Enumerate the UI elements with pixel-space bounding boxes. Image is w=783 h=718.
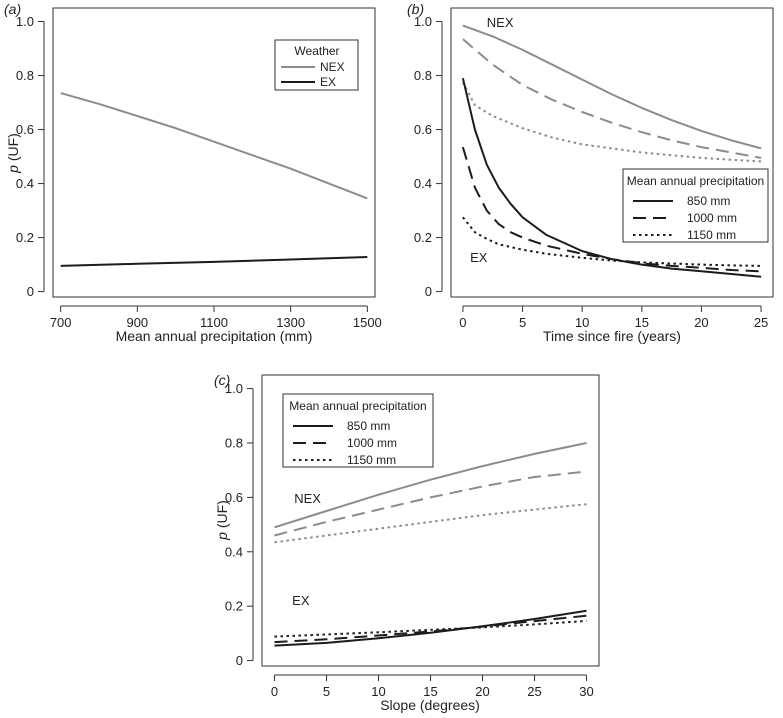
x-axis-title: Slope (degrees) xyxy=(380,697,480,713)
legend-title: Mean annual precipitation xyxy=(627,174,764,188)
panel-a: (a) 700 900 1100 1300 1500 0 0.2 0.4 0.6 0.8 1.0 Mea… xyxy=(4,1,382,344)
y-tick-label: 0.4 xyxy=(225,544,243,559)
legend-entry: 1000 mm xyxy=(347,436,397,450)
series-line-ex-1000-mm xyxy=(461,146,762,273)
legend: Mean annual precipitation 850 mm 1000 mm 11… xyxy=(282,393,434,468)
x-axis-title: Time since fire (years) xyxy=(543,328,681,344)
panel-label: (c) xyxy=(214,372,230,388)
x-axis-title: Mean annual precipitation (mm) xyxy=(116,328,313,344)
plot-frame xyxy=(261,374,600,667)
legend-title: Mean annual precipitation xyxy=(289,399,426,413)
x-tick-label: 20 xyxy=(475,684,489,699)
y-tick-label: 0.8 xyxy=(16,68,34,83)
legend-entry: 1000 mm xyxy=(687,211,737,225)
series-line-nex-1150-mm xyxy=(274,503,587,544)
plot-frame xyxy=(450,7,774,298)
series-line-nex-1000-mm xyxy=(462,38,762,159)
y-tick-label: 0.2 xyxy=(225,599,243,614)
y-tick-label: 0.2 xyxy=(16,230,34,245)
annotation-nex: NEX xyxy=(487,15,514,30)
panel-c: (c) 0 5 10 15 20 25 30 0 0.2 0.4 0.6 0.8 1.0 Slope (de… xyxy=(214,372,600,713)
x-tick-label: 900 xyxy=(126,315,148,330)
legend-entry: 1150 mm xyxy=(347,453,396,467)
panel-label: (b) xyxy=(407,1,424,17)
x-tick-label: 10 xyxy=(371,684,385,699)
series-line-ex-1000-mm xyxy=(274,614,587,644)
x-tick-label: 25 xyxy=(754,315,768,330)
y-tick-label: 0.8 xyxy=(225,435,243,450)
panel-b: (b) 0 5 10 15 20 25 0 0.2 0.4 0.6 0.8 1.0 Time since … xyxy=(407,1,774,344)
x-tick-label: 30 xyxy=(579,684,593,699)
x-tick-label: 10 xyxy=(575,315,589,330)
legend-box xyxy=(282,393,434,468)
y-tick-label: 0.6 xyxy=(225,490,243,505)
y-tick-label: 0.2 xyxy=(414,230,432,245)
x-tick-label: 700 xyxy=(50,315,72,330)
legend-entry: 850 mm xyxy=(347,419,390,433)
y-tick-label: 0 xyxy=(425,284,432,299)
y-tick-label: 0.4 xyxy=(414,176,432,191)
legend-box xyxy=(622,168,769,243)
x-tick-label: 1100 xyxy=(200,315,228,330)
plot-frame xyxy=(52,7,376,298)
x-tick-label: 15 xyxy=(635,315,649,330)
legend-title: Weather xyxy=(294,44,339,58)
series-line-nex xyxy=(60,92,368,200)
series-line-ex-850-mm xyxy=(461,77,762,278)
x-tick-label: 0 xyxy=(459,315,466,330)
y-tick-label: 0 xyxy=(236,653,243,668)
legend-entry: EX xyxy=(320,75,336,89)
legend-entry: NEX xyxy=(320,60,345,74)
x-tick-label: 1500 xyxy=(353,315,382,330)
x-tick-label: 1300 xyxy=(276,315,305,330)
y-tick-label: 0.6 xyxy=(16,122,34,137)
annotation-ex: EX xyxy=(292,593,310,608)
annotation-ex: EX xyxy=(470,250,488,265)
annotation-nex: NEX xyxy=(294,491,321,506)
series-line-nex-850-mm xyxy=(274,442,587,529)
series-line-ex-1150-mm xyxy=(274,619,587,638)
y-tick-label: 1.0 xyxy=(414,14,432,29)
series-line-nex-1150-mm xyxy=(462,81,762,163)
y-tick-label: 0 xyxy=(27,284,34,299)
x-tick-label: 15 xyxy=(423,684,437,699)
y-axis-title: p (UF) xyxy=(5,133,21,174)
series-line-nex-1000-mm xyxy=(274,470,587,537)
series-line-nex-850-mm xyxy=(462,24,762,150)
series-line-ex xyxy=(60,256,368,267)
legend-entry: 850 mm xyxy=(687,194,730,208)
y-axis-title: p (UF) xyxy=(214,500,230,541)
y-tick-label: 1.0 xyxy=(16,14,34,29)
panel-label: (a) xyxy=(4,1,21,17)
x-tick-label: 5 xyxy=(519,315,526,330)
x-tick-label: 0 xyxy=(271,684,278,699)
x-tick-label: 20 xyxy=(694,315,708,330)
x-tick-label: 5 xyxy=(323,684,330,699)
legend: Mean annual precipitation 850 mm 1000 mm 11… xyxy=(622,168,769,243)
y-tick-label: 0.6 xyxy=(414,122,432,137)
series-line-ex-850-mm xyxy=(274,609,587,647)
y-tick-label: 1.0 xyxy=(225,381,243,396)
y-tick-label: 0.8 xyxy=(414,68,432,83)
x-tick-label: 25 xyxy=(527,684,541,699)
y-tick-label: 0.4 xyxy=(16,176,34,191)
legend-entry: 1150 mm xyxy=(687,228,736,242)
